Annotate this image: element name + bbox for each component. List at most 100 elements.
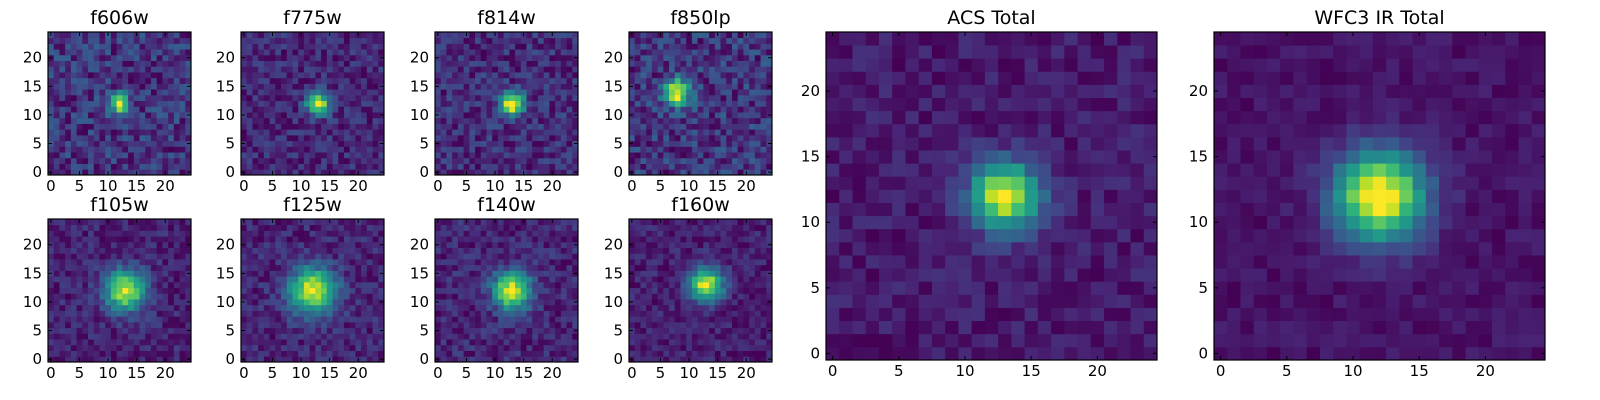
heatmap-cell <box>93 54 100 61</box>
heatmap-cell <box>332 350 339 357</box>
heatmap-cell <box>241 43 248 50</box>
heatmap-cell <box>162 230 169 237</box>
heatmap-cell <box>646 89 653 96</box>
heatmap-cell <box>526 89 533 96</box>
heatmap-cell <box>361 247 368 254</box>
heatmap-cell <box>286 299 293 306</box>
heatmap-cell <box>258 253 265 260</box>
heatmap-cell <box>116 72 123 79</box>
heatmap-cell <box>105 134 112 142</box>
heatmap-cell <box>332 299 339 306</box>
heatmap-cell <box>440 157 447 164</box>
heatmap-cell <box>634 123 641 130</box>
heatmap-cell <box>492 247 499 254</box>
heatmap-cell <box>53 129 60 136</box>
heatmap-cell <box>726 112 733 119</box>
heatmap-cell <box>298 236 305 243</box>
heatmap-cell <box>366 304 373 311</box>
heatmap-cell <box>366 259 373 266</box>
heatmap-cell <box>749 169 756 176</box>
heatmap-cell <box>503 169 510 176</box>
heatmap-cell <box>349 344 356 351</box>
heatmap-cell <box>475 117 482 124</box>
heatmap-cell <box>70 60 77 67</box>
heatmap-cell <box>269 236 276 243</box>
heatmap-cell <box>475 134 482 142</box>
heatmap-cell <box>263 169 270 176</box>
heatmap-cell <box>99 333 106 340</box>
heatmap-cell <box>680 123 687 130</box>
heatmap-cell <box>669 106 676 113</box>
heatmap-cell <box>303 224 311 231</box>
heatmap-cell <box>669 66 676 73</box>
heatmap-cell <box>691 112 699 119</box>
heatmap-cell <box>332 123 339 130</box>
heatmap-cell <box>446 316 453 323</box>
heatmap-cell <box>737 310 744 317</box>
heatmap-cell <box>338 72 345 79</box>
heatmap-cell <box>629 77 636 84</box>
heatmap-cell <box>737 157 744 164</box>
heatmap-cell <box>634 146 641 153</box>
heatmap-cell <box>560 350 567 357</box>
heatmap-cell <box>110 276 118 283</box>
heatmap-cell <box>338 230 345 237</box>
heatmap-cell <box>349 230 356 237</box>
heatmap-cell <box>281 281 288 289</box>
heatmap-cell <box>669 146 676 153</box>
heatmap-cell <box>70 54 77 61</box>
heatmap-cell <box>303 310 311 317</box>
heatmap-cell <box>145 117 152 124</box>
heatmap-cell <box>515 270 522 277</box>
heatmap-cell <box>703 344 710 351</box>
heatmap-cell <box>669 32 676 39</box>
heatmap-cell <box>469 77 476 84</box>
heatmap-cell <box>526 219 533 226</box>
heatmap-cell <box>766 89 773 96</box>
heatmap-cell <box>309 356 316 363</box>
heatmap-cell <box>298 129 305 136</box>
heatmap-cell <box>475 344 482 351</box>
heatmap-cell <box>173 247 180 254</box>
heatmap-cell <box>669 304 676 311</box>
heatmap-cell <box>691 89 699 96</box>
heatmap-cell <box>275 146 282 153</box>
heatmap-cell <box>82 350 89 357</box>
heatmap-cell <box>93 264 100 271</box>
heatmap-cell <box>572 72 579 79</box>
heatmap-cell <box>156 350 163 357</box>
heatmap-cell <box>263 350 270 357</box>
heatmap-cell <box>543 287 550 294</box>
heatmap-cell <box>480 49 487 56</box>
heatmap-cell <box>168 152 175 159</box>
heatmap-cell <box>537 247 545 254</box>
heatmap-cell <box>697 60 704 67</box>
heatmap-cell <box>714 299 721 306</box>
heatmap-cell <box>349 129 356 136</box>
heatmap-cell <box>116 299 123 306</box>
heatmap-cell <box>566 146 573 153</box>
heatmap-cell <box>737 152 744 159</box>
heatmap-cell <box>361 299 368 306</box>
heatmap-cell <box>497 163 505 170</box>
heatmap-cell <box>372 54 379 61</box>
heatmap-cell <box>258 134 265 142</box>
heatmap-cell <box>503 112 510 119</box>
heatmap-cell <box>457 140 464 147</box>
heatmap-cell <box>332 333 339 340</box>
heatmap-cell <box>252 163 259 170</box>
heatmap-cell <box>246 339 253 346</box>
heatmap-cell <box>480 72 487 79</box>
heatmap-cell <box>355 236 362 243</box>
heatmap-cell <box>128 43 135 50</box>
heatmap-cell <box>657 43 664 50</box>
heatmap-cell <box>766 100 773 107</box>
heatmap-cell <box>629 100 636 107</box>
heatmap-cell <box>766 310 773 317</box>
heatmap-cell <box>162 77 169 84</box>
heatmap-cell <box>76 129 83 136</box>
heatmap-cell <box>292 123 299 130</box>
heatmap-cell <box>378 276 385 283</box>
heatmap-cell <box>543 299 550 306</box>
heatmap-cell <box>452 333 459 340</box>
